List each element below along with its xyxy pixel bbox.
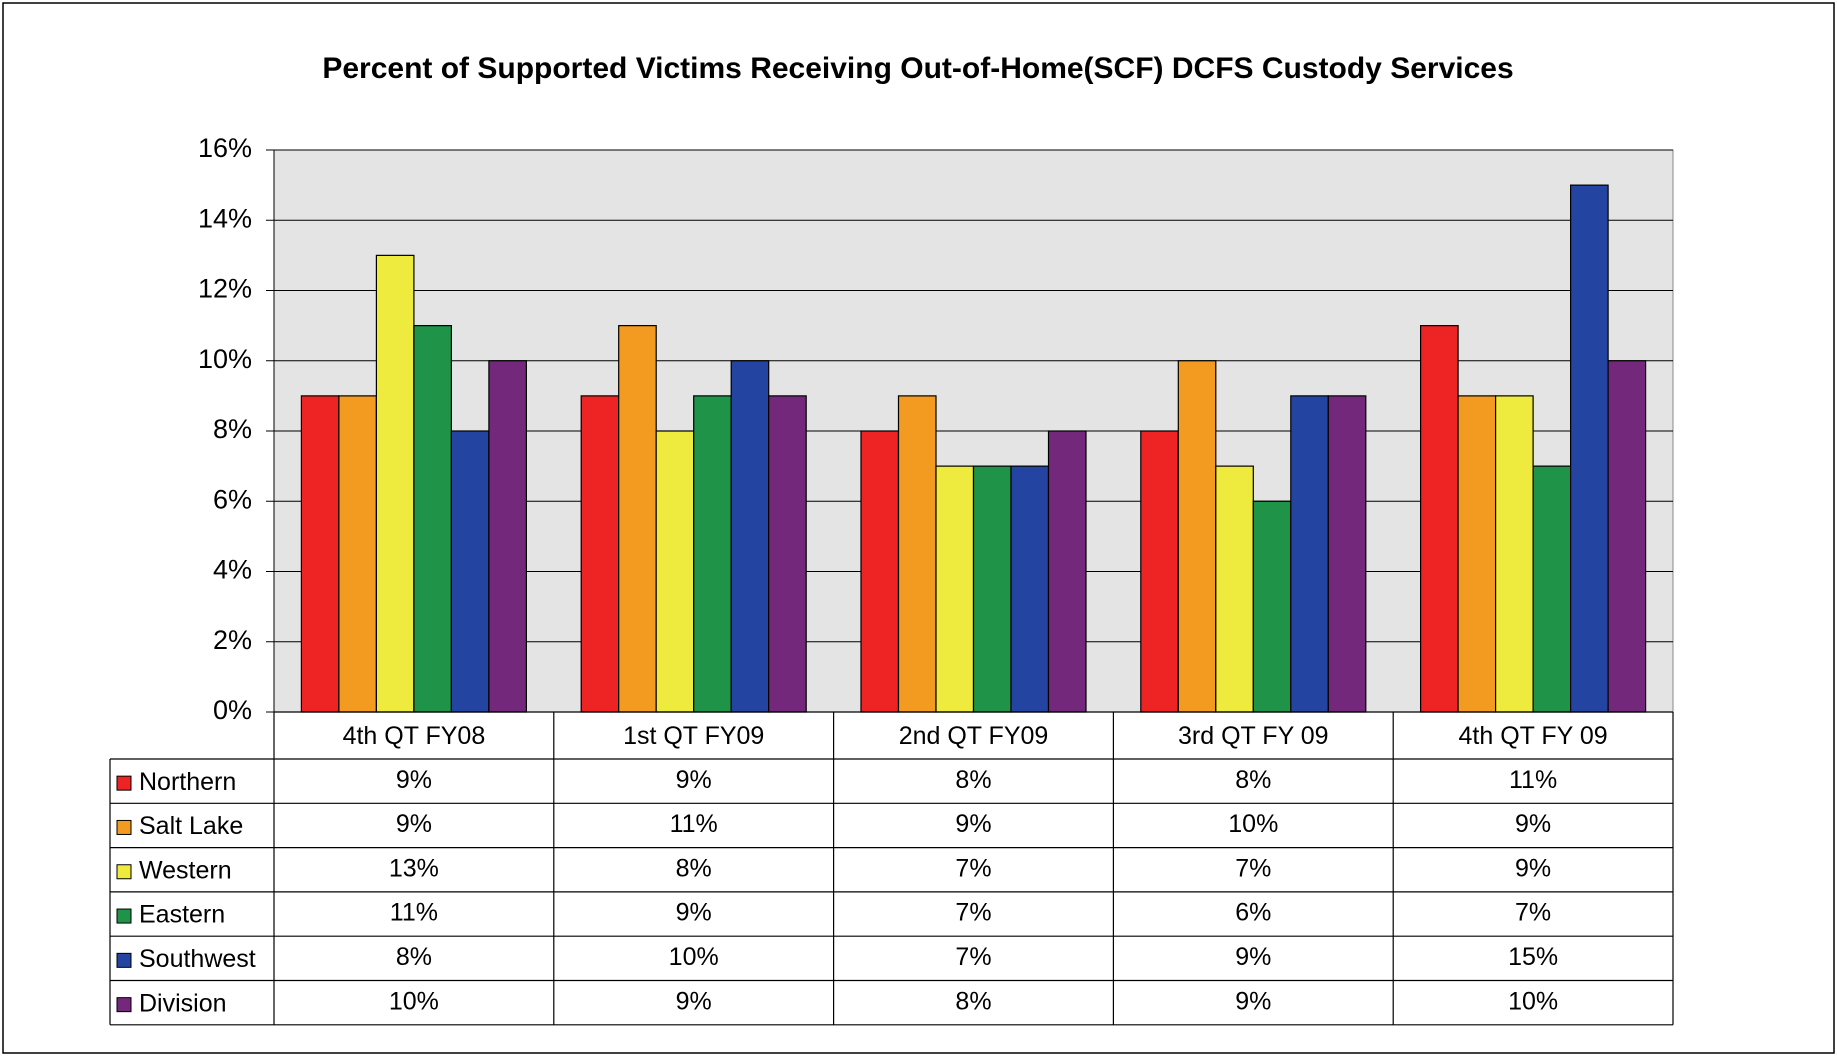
- data-label: 9%: [1515, 854, 1551, 882]
- bar: [338, 395, 377, 713]
- data-label: 10%: [1508, 987, 1558, 1015]
- data-label: 9%: [676, 987, 712, 1015]
- data-label: 7%: [1515, 899, 1551, 927]
- legend-swatch: [116, 775, 132, 791]
- legend-swatch: [116, 997, 132, 1013]
- data-label: 7%: [955, 854, 991, 882]
- bar: [1607, 360, 1647, 713]
- bar: [1532, 465, 1572, 713]
- x-tick-label: 4th QT FY 09: [1459, 722, 1608, 750]
- data-label: 10%: [669, 943, 719, 971]
- bar: [1177, 360, 1217, 713]
- data-label: 9%: [676, 766, 712, 794]
- legend-label: Southwest: [139, 945, 256, 973]
- data-label: 11%: [670, 810, 718, 838]
- y-tick-label: 10%: [198, 344, 252, 374]
- data-label: 9%: [1515, 810, 1551, 838]
- bar: [1457, 395, 1497, 713]
- bar: [300, 395, 340, 713]
- bar: [1569, 184, 1609, 713]
- data-label: 11%: [390, 899, 438, 927]
- chart-title: Percent of Supported Victims Receiving O…: [322, 52, 1513, 85]
- data-label: 9%: [396, 766, 432, 794]
- x-tick-label: 2nd QT FY09: [899, 722, 1049, 750]
- data-label: 9%: [396, 810, 432, 838]
- bar: [580, 395, 620, 713]
- x-tick-label: 3rd QT FY 09: [1178, 722, 1329, 750]
- data-label: 7%: [955, 899, 991, 927]
- bar: [450, 430, 490, 713]
- bar: [860, 430, 900, 713]
- legend-label: Salt Lake: [139, 812, 243, 840]
- bar: [618, 325, 657, 713]
- data-label: 9%: [1235, 943, 1271, 971]
- data-label: 7%: [1235, 854, 1271, 882]
- bar: [1047, 430, 1087, 713]
- data-label: 15%: [1508, 943, 1558, 971]
- bar: [1010, 465, 1050, 713]
- data-label: 9%: [676, 899, 712, 927]
- y-tick-label: 0%: [213, 695, 252, 725]
- bar: [1215, 465, 1254, 713]
- bar: [897, 395, 937, 713]
- y-tick-label: 14%: [198, 203, 252, 233]
- data-label: 8%: [396, 943, 432, 971]
- bar: [1494, 395, 1534, 713]
- y-tick-label: 6%: [213, 484, 252, 514]
- data-label: 10%: [389, 987, 439, 1015]
- legend-label: Western: [139, 856, 232, 884]
- bar: [1419, 325, 1459, 713]
- bar: [375, 254, 415, 713]
- data-label: 8%: [1235, 766, 1271, 794]
- x-tick-label: 4th QT FY08: [343, 722, 486, 750]
- data-label: 7%: [955, 943, 991, 971]
- bar: [1290, 395, 1329, 713]
- bar: [972, 465, 1012, 713]
- data-label: 13%: [389, 854, 439, 882]
- y-tick-label: 12%: [198, 274, 252, 304]
- bar: [1140, 430, 1179, 713]
- legend-label: Division: [139, 989, 227, 1017]
- legend-swatch: [116, 864, 132, 880]
- y-tick-label: 2%: [213, 625, 252, 655]
- data-label: 11%: [1509, 766, 1557, 794]
- data-label: 10%: [1228, 810, 1278, 838]
- bar: [655, 430, 695, 713]
- data-label: 8%: [955, 987, 991, 1015]
- data-label: 6%: [1235, 899, 1271, 927]
- x-tick-label: 1st QT FY09: [623, 722, 764, 750]
- legend-swatch: [116, 952, 132, 968]
- data-label: 9%: [1235, 987, 1271, 1015]
- y-tick-label: 4%: [213, 555, 252, 585]
- bar: [768, 395, 807, 713]
- data-label: 8%: [676, 854, 712, 882]
- bar: [413, 325, 452, 713]
- legend-label: Northern: [139, 768, 236, 796]
- legend-swatch: [116, 819, 132, 835]
- y-tick-label: 16%: [198, 133, 252, 163]
- bar: [1327, 395, 1367, 713]
- bar: [488, 360, 527, 713]
- legend-swatch: [116, 908, 132, 924]
- bar: [730, 360, 770, 713]
- y-tick-label: 8%: [213, 414, 252, 444]
- bar: [1252, 500, 1292, 713]
- data-label: 8%: [955, 766, 991, 794]
- legend-label: Eastern: [139, 901, 225, 929]
- data-label: 9%: [955, 810, 991, 838]
- bar: [693, 395, 732, 713]
- bar: [935, 465, 975, 713]
